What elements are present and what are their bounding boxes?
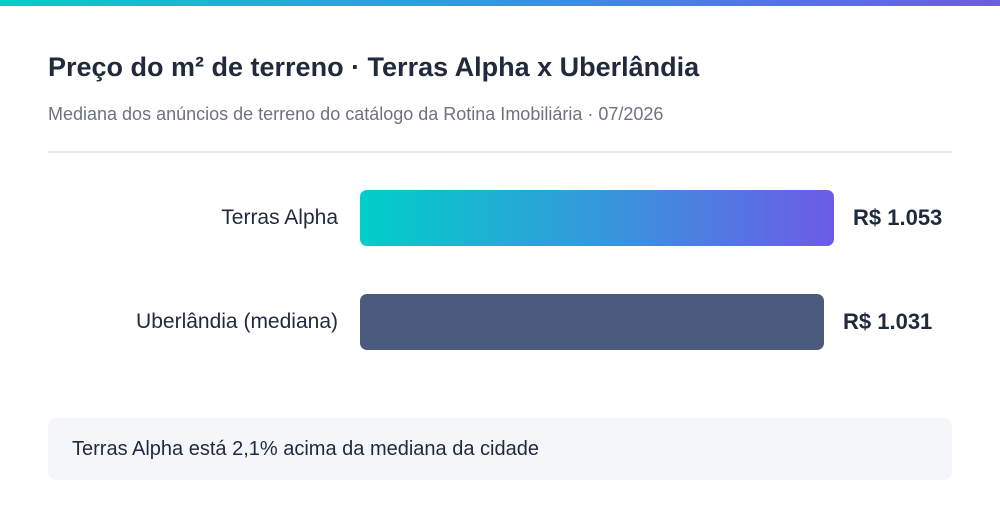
bar [360, 190, 834, 246]
bar-value-label: R$ 1.031 [843, 309, 933, 334]
header-divider [48, 151, 952, 153]
bar-category-label: Terras Alpha [221, 206, 338, 229]
top-accent-bar [0, 0, 1000, 6]
bar-category-label: Uberlândia (mediana) [136, 310, 338, 333]
bar [360, 294, 824, 350]
bar-value-label: R$ 1.053 [853, 205, 943, 230]
comparison-note-text: Terras Alpha está 2,1% acima da mediana … [72, 438, 539, 460]
comparison-note: Terras Alpha está 2,1% acima da mediana … [48, 418, 952, 480]
chart-title: Preço do m² de terreno · Terras Alpha x … [48, 52, 700, 82]
chart-subtitle: Mediana dos anúncios de terreno do catál… [48, 104, 664, 124]
